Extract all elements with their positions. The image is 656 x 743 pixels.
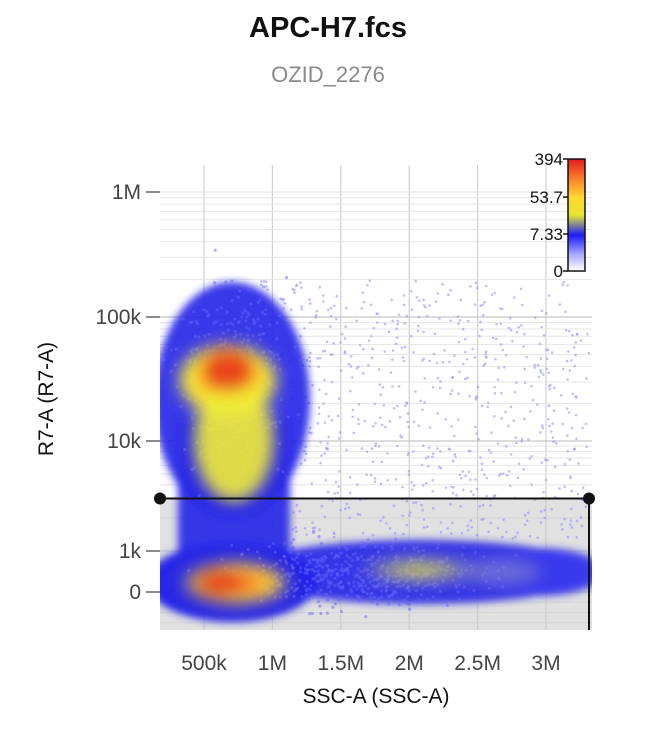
y-axis-title: R7-A (R7-A)	[35, 342, 58, 456]
colorbar-label: 53.7	[530, 188, 563, 207]
x-tick-label: 2M	[395, 652, 424, 675]
gate-handle-right[interactable]	[583, 492, 595, 505]
x-axis-ticks: 500k 1M 1.5M 2M 2.5M 3M	[181, 652, 560, 675]
y-axis-ticks: 1M 100k 10k 1k 0	[95, 181, 160, 604]
y-tick-label: 1k	[119, 540, 142, 563]
gate-rectangle[interactable]	[154, 492, 595, 630]
y-tick-label: 10k	[107, 430, 141, 453]
colorbar-label: 7.33	[530, 225, 563, 244]
x-tick-label: 3M	[531, 652, 560, 675]
gate-handle-left[interactable]	[154, 492, 166, 505]
y-tick-label: 100k	[95, 306, 141, 329]
colorbar-label: 394	[535, 150, 563, 169]
density-colorbar: 394 53.7 7.33 0	[530, 150, 586, 281]
density-cloud	[160, 248, 592, 622]
chart-subtitle: OZID_2276	[271, 62, 385, 87]
x-tick-label: 1.5M	[317, 652, 364, 675]
chart-title: APC-H7.fcs	[249, 12, 407, 44]
colorbar-label: 0	[554, 262, 563, 281]
x-tick-label: 2.5M	[454, 652, 501, 675]
x-tick-label: 500k	[181, 652, 227, 675]
y-tick-label: 1M	[112, 181, 141, 204]
x-axis-title: SSC-A (SSC-A)	[302, 685, 449, 708]
x-tick-label: 1M	[258, 652, 287, 675]
y-tick-label: 0	[129, 581, 141, 604]
